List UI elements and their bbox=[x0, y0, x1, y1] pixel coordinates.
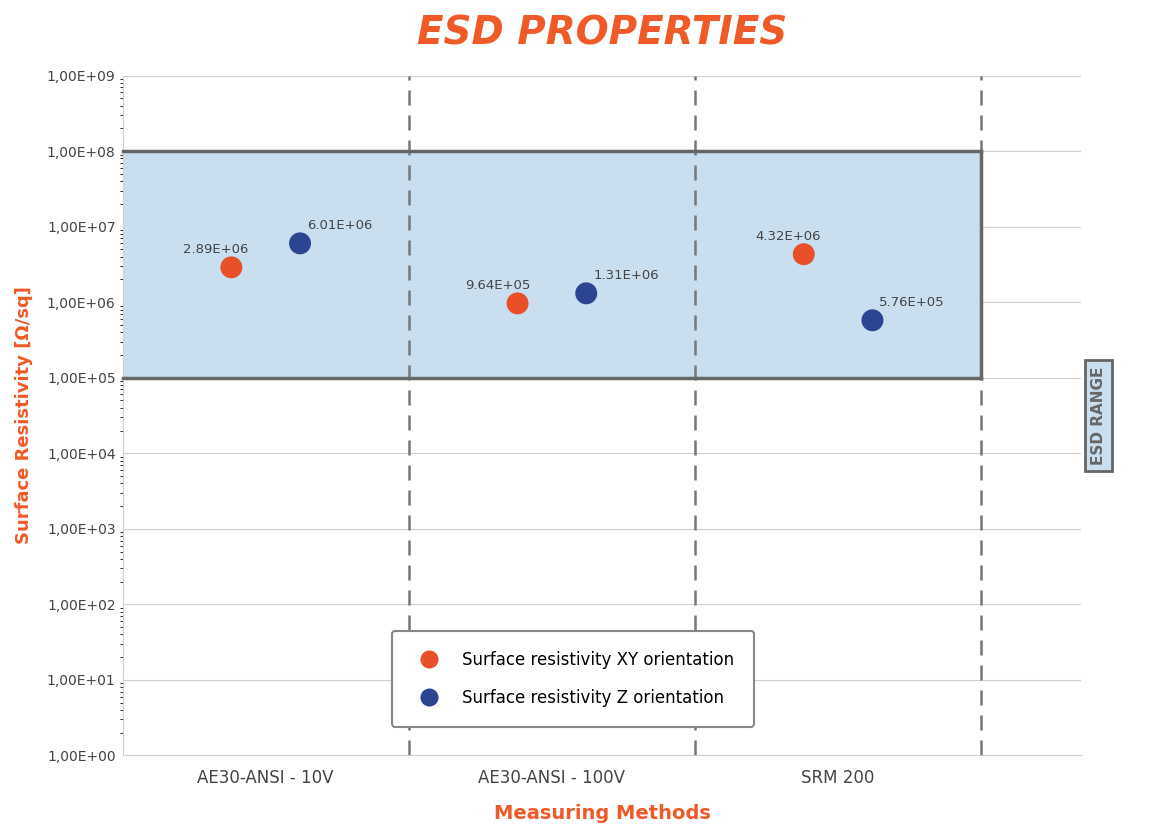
Text: 6.01E+06: 6.01E+06 bbox=[307, 220, 372, 232]
Point bbox=[795, 247, 813, 261]
Text: 1.31E+06: 1.31E+06 bbox=[594, 270, 658, 282]
Bar bbox=[122, 151, 982, 378]
Legend: Surface resistivity XY orientation, Surface resistivity Z orientation: Surface resistivity XY orientation, Surf… bbox=[393, 631, 754, 727]
Text: 9.64E+05: 9.64E+05 bbox=[464, 280, 530, 292]
Text: 2.89E+06: 2.89E+06 bbox=[182, 244, 248, 256]
Point bbox=[222, 261, 240, 274]
Y-axis label: Surface Resistivity [Ω/sq]: Surface Resistivity [Ω/sq] bbox=[15, 287, 33, 545]
Point bbox=[508, 297, 527, 310]
Point bbox=[291, 236, 310, 250]
Text: ESD RANGE: ESD RANGE bbox=[1091, 366, 1106, 465]
Point bbox=[578, 287, 596, 300]
X-axis label: Measuring Methods: Measuring Methods bbox=[493, 804, 710, 823]
Title: ESD PROPERTIES: ESD PROPERTIES bbox=[417, 15, 787, 53]
Text: 4.32E+06: 4.32E+06 bbox=[755, 230, 821, 243]
Point bbox=[863, 313, 881, 327]
Text: 5.76E+05: 5.76E+05 bbox=[879, 297, 945, 309]
